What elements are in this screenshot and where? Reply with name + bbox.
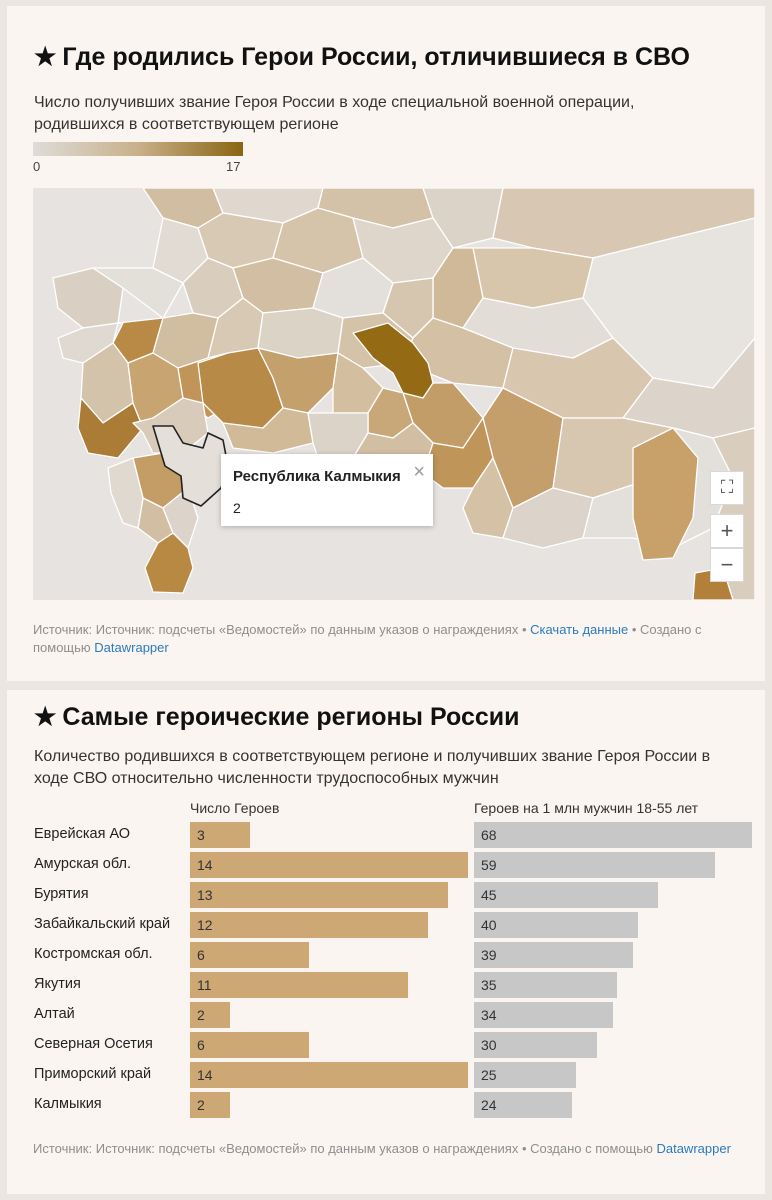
bar-per-million-value: 25 <box>481 1067 497 1083</box>
download-data-link[interactable]: Скачать данные <box>530 622 629 637</box>
bar-heroes <box>190 1092 230 1118</box>
map-svg[interactable] <box>33 188 755 600</box>
row-label: Костромская обл. <box>34 946 153 962</box>
bar-heroes-value: 6 <box>197 947 205 963</box>
bar-heroes-value: 12 <box>197 917 213 933</box>
row-label: Еврейская АО <box>34 826 131 842</box>
star-icon: ★ <box>34 703 57 731</box>
bar-heroes <box>190 912 429 938</box>
zoom-in-button[interactable]: + <box>710 514 744 548</box>
bar-heroes <box>190 1032 310 1058</box>
row-label: Северная Осетия <box>34 1036 153 1052</box>
plus-icon: + <box>720 518 734 543</box>
region <box>107 457 144 529</box>
bar-per-million <box>474 822 752 848</box>
bar-heroes <box>190 972 409 998</box>
fullscreen-button[interactable]: ⛶ <box>710 471 744 505</box>
bar-per-million <box>474 912 638 938</box>
chart-title: ★ Самые героические регионы России <box>34 703 520 731</box>
column-header-per-million: Героев на 1 млн мужчин 18-55 лет <box>474 800 699 816</box>
bar-per-million <box>474 882 658 908</box>
bar-heroes-value: 11 <box>197 977 212 993</box>
bar-per-million <box>474 852 716 878</box>
row-label: Приморский край <box>34 1066 152 1082</box>
bar-heroes <box>190 852 468 878</box>
tooltip-title: Республика Калмыкия <box>233 468 401 485</box>
bar-per-million-value: 59 <box>481 857 497 873</box>
bar-heroes-value: 6 <box>197 1037 205 1053</box>
map-card: ★ Где родились Герои России, отличившиеся… <box>7 6 765 681</box>
bar-heroes-value: 2 <box>197 1097 205 1113</box>
legend-max: 17 <box>226 159 241 174</box>
bar-per-million-value: 39 <box>481 947 497 963</box>
tooltip-value: 2 <box>233 500 241 516</box>
choropleth-map[interactable] <box>33 188 755 600</box>
bar-heroes <box>190 1002 230 1028</box>
bar-heroes <box>190 882 449 908</box>
map-source: Источник: Источник: подсчеты «Ведомостей… <box>33 622 702 655</box>
bar-heroes <box>190 1062 468 1088</box>
bar-per-million-value: 30 <box>481 1037 497 1053</box>
minus-icon: − <box>720 552 734 577</box>
bar-per-million <box>474 1062 577 1088</box>
row-label: Якутия <box>34 976 81 992</box>
bar-per-million-value: 40 <box>481 917 497 933</box>
region <box>57 322 119 364</box>
map-subtitle: Число получивших звание Героя России в х… <box>34 94 635 133</box>
bar-per-million-value: 24 <box>481 1097 497 1113</box>
close-icon[interactable]: × <box>413 461 425 483</box>
region <box>257 347 339 414</box>
row-label: Калмыкия <box>34 1096 102 1112</box>
star-icon: ★ <box>34 43 57 71</box>
bar-per-million <box>474 942 634 968</box>
bar-per-million-value: 68 <box>481 827 497 843</box>
region <box>92 267 184 319</box>
bar-per-million <box>474 1002 613 1028</box>
column-header-heroes: Число Героев <box>190 800 280 816</box>
region-tooltip: Республика Калмыкия × 2 <box>221 454 433 526</box>
bar-chart-card: ★ Самые героические регионы России Количе… <box>7 690 765 1194</box>
bar-heroes <box>190 822 250 848</box>
bar-per-million-value: 34 <box>481 1007 497 1023</box>
bar-heroes-value: 13 <box>197 887 213 903</box>
region <box>257 307 344 359</box>
datawrapper-link[interactable]: Datawrapper <box>656 1141 731 1156</box>
bar-per-million-value: 45 <box>481 887 497 903</box>
row-label: Бурятия <box>34 886 89 902</box>
map-title: ★ Где родились Герои России, отличившиеся… <box>34 43 690 71</box>
bar-heroes-value: 2 <box>197 1007 205 1023</box>
zoom-out-button[interactable]: − <box>710 548 744 582</box>
bar-heroes-value: 14 <box>197 857 213 873</box>
chart-subtitle: Количество родившихся в соответствующем … <box>34 748 711 787</box>
region <box>632 427 699 561</box>
chart-source: Источник: Источник: подсчеты «Ведомостей… <box>33 1141 731 1156</box>
bar-per-million <box>474 1032 597 1058</box>
bar-heroes <box>190 942 310 968</box>
legend-min: 0 <box>33 159 41 174</box>
bar-heroes-value: 14 <box>197 1067 213 1083</box>
color-legend-bar <box>33 142 243 156</box>
bar-per-million-value: 35 <box>481 977 497 993</box>
bar-per-million <box>474 972 618 998</box>
bar-per-million <box>474 1092 573 1118</box>
row-label: Забайкальский край <box>34 916 171 932</box>
bar-heroes-value: 3 <box>197 827 205 843</box>
region <box>144 532 194 594</box>
row-label: Алтай <box>34 1006 75 1022</box>
row-label: Амурская обл. <box>34 856 132 872</box>
datawrapper-link[interactable]: Datawrapper <box>94 640 169 655</box>
fullscreen-icon: ⛶ <box>720 477 734 497</box>
region <box>77 397 144 459</box>
